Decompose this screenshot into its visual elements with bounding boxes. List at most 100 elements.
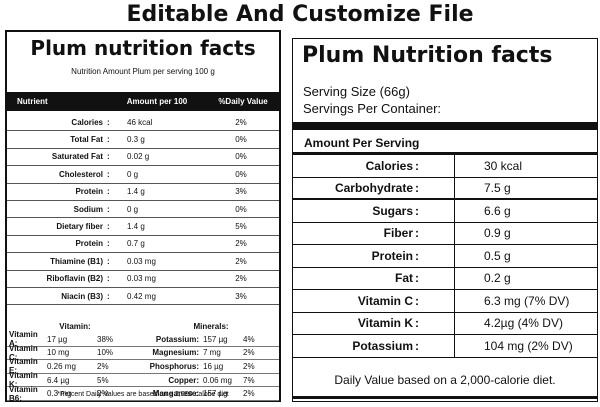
separator: : xyxy=(415,248,419,263)
vitamin-heading: Vitamin: xyxy=(59,322,91,331)
column-divider xyxy=(454,200,455,222)
column-divider xyxy=(454,290,455,312)
separator: : xyxy=(107,187,110,197)
column-divider xyxy=(454,155,455,177)
nutrient-name: Vitamin C xyxy=(357,293,413,308)
nutrient-dv: 2% xyxy=(235,274,247,284)
vitamin-mineral-header: Vitamin: Minerals: xyxy=(7,322,279,333)
mineral-amount: 7 mg xyxy=(203,348,221,358)
nutrient-name: Cholesterol xyxy=(58,169,103,179)
mineral-name: Magnesium: xyxy=(152,348,199,358)
mineral-dv: 2% xyxy=(243,348,255,358)
vitamin-amount: 10 mg xyxy=(47,348,70,358)
nutrient-name: Total Fat xyxy=(70,135,103,145)
nutrient-amount: 0.02 g xyxy=(127,152,150,162)
nutrient-name: Calories xyxy=(365,158,413,173)
table-row: Protein: 0.5 g xyxy=(293,245,597,268)
nutrient-name: Sugars xyxy=(372,203,413,218)
vitamin-name: Vitamin A: xyxy=(9,330,38,349)
separator: : xyxy=(107,117,110,127)
header-amount: Amount per 100 xyxy=(126,97,188,106)
vitamin-mineral-row: Vitamin A: 17 µg 38% Potassium: 157 µg 4% xyxy=(7,330,279,349)
nutrient-amount: 0.3 g xyxy=(127,135,145,145)
nutrient-amount: 0.5 g xyxy=(484,248,511,263)
serving-size: Serving Size (66g) xyxy=(303,84,410,99)
table-row: Protein: 0.7 g 2% xyxy=(7,236,279,254)
nutrient-amount: 7.5 g xyxy=(484,180,511,195)
nutrient-name: Vitamin K xyxy=(357,316,413,331)
table-row: Sodium: 0 g 0% xyxy=(7,201,279,219)
vitamin-dv: 38% xyxy=(97,334,114,344)
nutrient-dv: 0% xyxy=(235,135,247,145)
nutrient-amount: 0.2 g xyxy=(484,271,511,286)
separator: : xyxy=(107,135,110,145)
left-nutrition-label: Plum nutrition facts Nutrition Amount Pl… xyxy=(5,30,281,403)
bottom-divider xyxy=(293,396,597,399)
table-row: Saturated Fat: 0.02 g 0% xyxy=(7,149,279,167)
page-title: Editable And Customize File xyxy=(126,2,474,27)
separator: : xyxy=(415,226,419,241)
nutrient-amount: 104 mg (2% DV) xyxy=(484,338,573,353)
vitamin-mineral-row: Vitamin B6: 0.3 mg 2% Manganese: 157 µg 2% xyxy=(7,385,279,403)
mineral-amount: 157 µg xyxy=(203,334,228,344)
nutrient-amount: 0 g xyxy=(127,169,139,179)
table-row: Riboflavin (B2): 0.03 mg 2% xyxy=(7,271,279,288)
nutrient-amount: 6.6 g xyxy=(484,203,511,218)
nutrient-dv: 0% xyxy=(235,152,247,162)
nutrient-amount: 0.03 mg xyxy=(127,256,156,266)
amount-per-serving: Amount Per Serving xyxy=(304,136,420,150)
vitamin-amount: 0.3 mg xyxy=(47,389,72,399)
mineral-name: Copper: xyxy=(168,375,199,385)
column-divider xyxy=(454,312,455,334)
column-divider xyxy=(454,177,455,198)
nutrient-name: Sodium xyxy=(73,204,103,214)
mineral-amount: 16 µg xyxy=(203,361,224,371)
nutrient-name: Fiber xyxy=(383,226,413,241)
mineral-dv: 2% xyxy=(243,361,255,371)
table-row: Vitamin C: 6.3 mg (7% DV) xyxy=(293,290,597,313)
separator: : xyxy=(107,152,110,162)
nutrient-name: Protein xyxy=(75,187,103,197)
nutrient-amount: 0 g xyxy=(127,204,139,214)
mineral-name: Potassium: xyxy=(155,334,199,344)
table-row: Vitamin K: 4.2µg (4% DV) xyxy=(293,312,597,335)
nutrient-dv: 2% xyxy=(235,239,247,249)
separator: : xyxy=(415,203,419,218)
table-row: Potassium: 104 mg (2% DV) xyxy=(293,335,597,358)
nutrient-amount: 0.7 g xyxy=(127,239,145,249)
right-nutrient-rows: Calories: 30 kcal Carbohydrate: 7.5 g Sugars… xyxy=(293,155,597,358)
separator: : xyxy=(415,338,419,353)
nutrient-amount: 46 kcal xyxy=(127,117,153,127)
separator: : xyxy=(415,271,419,286)
nutrient-amount: 4.2µg (4% DV) xyxy=(484,316,563,331)
vitamin-name: Vitamin C: xyxy=(9,343,38,362)
mineral-dv: 4% xyxy=(243,334,255,344)
separator: : xyxy=(107,256,110,266)
nutrient-amount: 1.4 g xyxy=(127,222,145,232)
nutrient-amount: 30 kcal xyxy=(484,158,523,173)
right-label-title: Plum Nutrition facts xyxy=(302,43,553,68)
nutrient-name: Riboflavin (B2) xyxy=(46,274,103,284)
vitamin-name: Vitamin E: xyxy=(9,357,38,376)
table-row: Calories: 46 kcal 2% xyxy=(7,114,279,132)
nutrient-amount: 0.9 g xyxy=(484,226,511,241)
separator: : xyxy=(415,180,419,195)
separator: : xyxy=(107,291,110,301)
table-row: Fiber: 0.9 g xyxy=(293,222,597,245)
servings-per-container: Servings Per Container: xyxy=(303,101,442,116)
nutrient-dv: 2% xyxy=(235,117,247,127)
vitamin-dv: 10% xyxy=(97,348,114,358)
separator: : xyxy=(107,239,110,249)
mineral-name: Phosphorus: xyxy=(149,361,199,371)
nutrient-name: Protein xyxy=(75,239,103,249)
vitamin-mineral-row: Vitamin E: 0.26 mg 2% Phosphorus: 16 µg 2% xyxy=(7,357,279,376)
nutrient-dv: 5% xyxy=(235,222,247,232)
serving-info: Serving Size (66g) Servings Per Containe… xyxy=(303,83,441,117)
column-divider xyxy=(454,335,455,357)
nutrient-name: Saturated Fat xyxy=(51,152,103,162)
vitamin-amount: 6.4 µg xyxy=(47,375,70,385)
left-label-subtitle: Nutrition Amount Plum per serving 100 g xyxy=(71,67,215,76)
nutrient-dv: 3% xyxy=(235,291,247,301)
left-label-title: Plum nutrition facts xyxy=(30,36,256,60)
table-row: Dietary fiber: 1.4 g 5% xyxy=(7,218,279,236)
